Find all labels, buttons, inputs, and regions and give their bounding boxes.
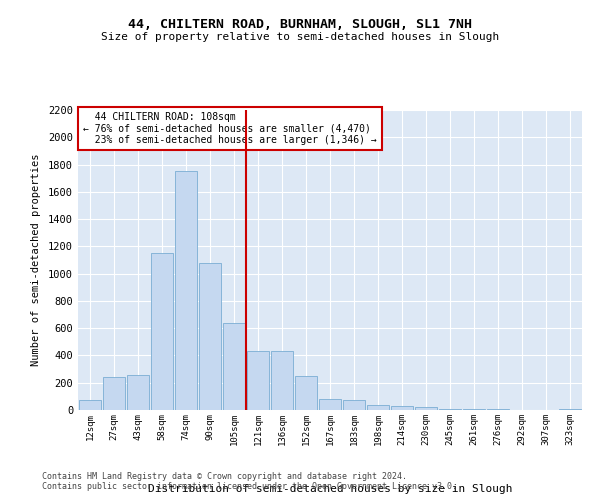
Bar bbox=[319, 399, 341, 410]
Bar bbox=[271, 352, 293, 410]
Bar bbox=[247, 352, 269, 410]
Bar bbox=[127, 374, 149, 410]
Text: 44 CHILTERN ROAD: 108sqm
← 76% of semi-detached houses are smaller (4,470)
  23%: 44 CHILTERN ROAD: 108sqm ← 76% of semi-d… bbox=[83, 112, 377, 144]
Bar bbox=[439, 409, 461, 410]
Bar bbox=[79, 400, 101, 410]
Bar bbox=[295, 376, 317, 410]
Text: Contains public sector information licensed under the Open Government Licence v3: Contains public sector information licen… bbox=[42, 482, 457, 491]
Bar bbox=[103, 378, 125, 410]
Bar bbox=[151, 253, 173, 410]
Text: Size of property relative to semi-detached houses in Slough: Size of property relative to semi-detach… bbox=[101, 32, 499, 42]
Bar bbox=[175, 172, 197, 410]
Text: 44, CHILTERN ROAD, BURNHAM, SLOUGH, SL1 7NH: 44, CHILTERN ROAD, BURNHAM, SLOUGH, SL1 … bbox=[128, 18, 472, 30]
Bar bbox=[199, 262, 221, 410]
X-axis label: Distribution of semi-detached houses by size in Slough: Distribution of semi-detached houses by … bbox=[148, 484, 512, 494]
Text: Contains HM Land Registry data © Crown copyright and database right 2024.: Contains HM Land Registry data © Crown c… bbox=[42, 472, 407, 481]
Bar bbox=[223, 322, 245, 410]
Y-axis label: Number of semi-detached properties: Number of semi-detached properties bbox=[31, 154, 41, 366]
Bar bbox=[415, 408, 437, 410]
Bar bbox=[343, 400, 365, 410]
Bar bbox=[391, 406, 413, 410]
Bar bbox=[367, 404, 389, 410]
